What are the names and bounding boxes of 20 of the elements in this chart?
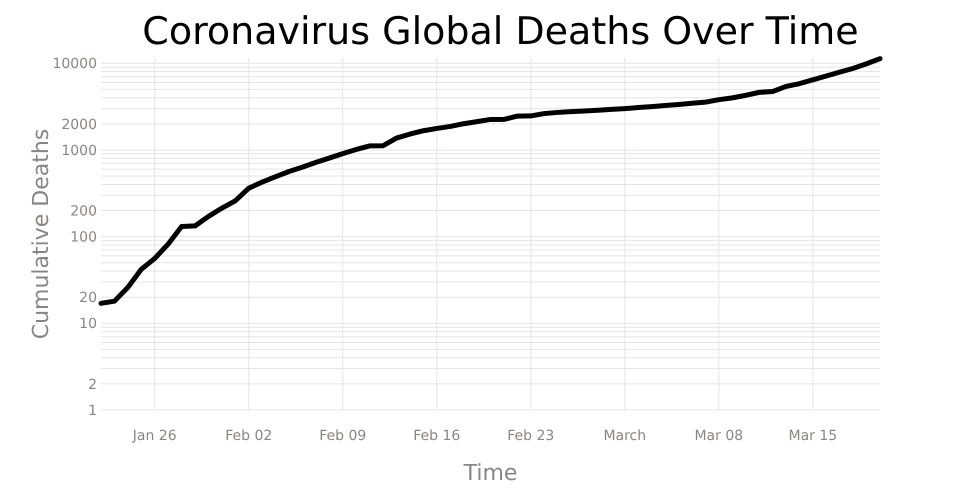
y-tick-label: 2 xyxy=(88,376,97,393)
y-axis-title: Cumulative Deaths xyxy=(29,128,54,340)
x-tick-label: Mar 08 xyxy=(694,428,744,444)
x-tick-label: Feb 16 xyxy=(413,428,460,444)
y-tick-label: 10000 xyxy=(52,56,97,72)
y-tick-label: 20 xyxy=(79,290,97,306)
x-tick-label: Feb 02 xyxy=(225,428,272,444)
y-tick-label: 10 xyxy=(79,316,97,332)
y-tick-label: 1000 xyxy=(61,142,97,159)
y-tick-label: 100 xyxy=(70,230,97,246)
y-tick-label: 1 xyxy=(88,402,97,419)
x-tick-label: Feb 23 xyxy=(507,428,554,444)
x-tick-label: Mar 15 xyxy=(788,428,838,444)
x-tick-label: Feb 09 xyxy=(319,428,366,444)
x-axis-title: Time xyxy=(462,461,518,486)
y-tick-label: 200 xyxy=(70,203,97,220)
chart-title: Coronavirus Global Deaths Over Time xyxy=(142,9,859,53)
x-tick-label: Jan 26 xyxy=(132,428,177,444)
x-tick-label: March xyxy=(603,428,646,444)
y-tick-label: 2000 xyxy=(61,116,97,133)
